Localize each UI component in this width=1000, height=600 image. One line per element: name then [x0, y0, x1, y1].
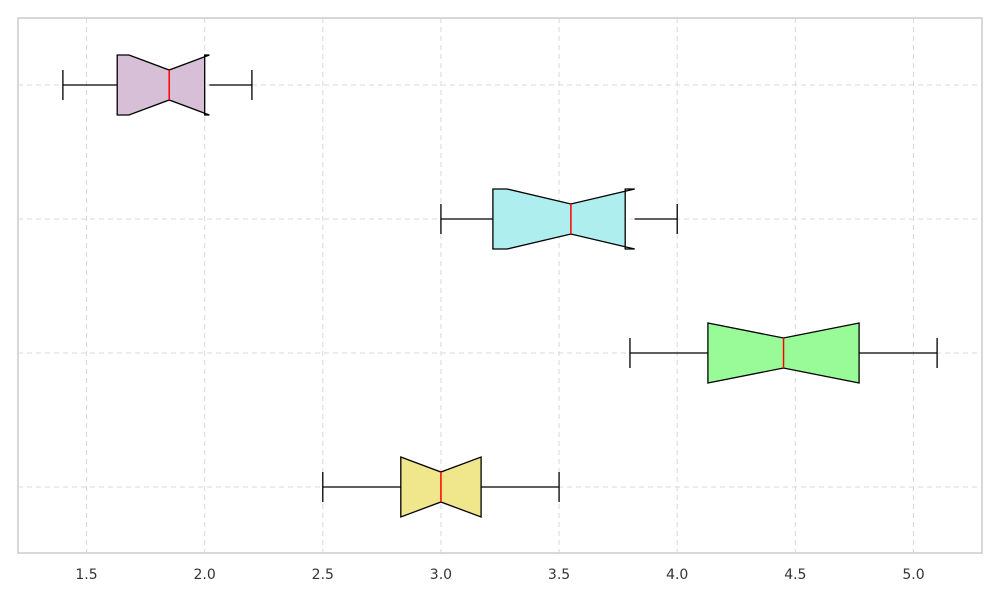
box-layer: [62, 54, 938, 518]
x-tick-label: 5.0: [902, 567, 924, 583]
box-body: [492, 188, 635, 250]
box-3: [629, 322, 938, 384]
x-tick-label: 2.5: [312, 567, 334, 583]
x-tick-label: 4.5: [784, 567, 806, 583]
plot-frame: [17, 17, 983, 554]
box-1: [62, 54, 253, 116]
x-tick-layer: 1.5 2.0 2.5 3.0 3.5 4.0 4.5 5.0: [75, 567, 924, 583]
box-4: [322, 456, 560, 518]
x-tick-label: 4.0: [666, 567, 688, 583]
box-body: [116, 54, 210, 116]
x-tick-label: 1.5: [75, 567, 97, 583]
x-tick-label: 3.0: [430, 567, 452, 583]
box-2: [440, 188, 678, 250]
x-tick-label: 2.0: [194, 567, 216, 583]
x-tick-label: 3.5: [548, 567, 570, 583]
